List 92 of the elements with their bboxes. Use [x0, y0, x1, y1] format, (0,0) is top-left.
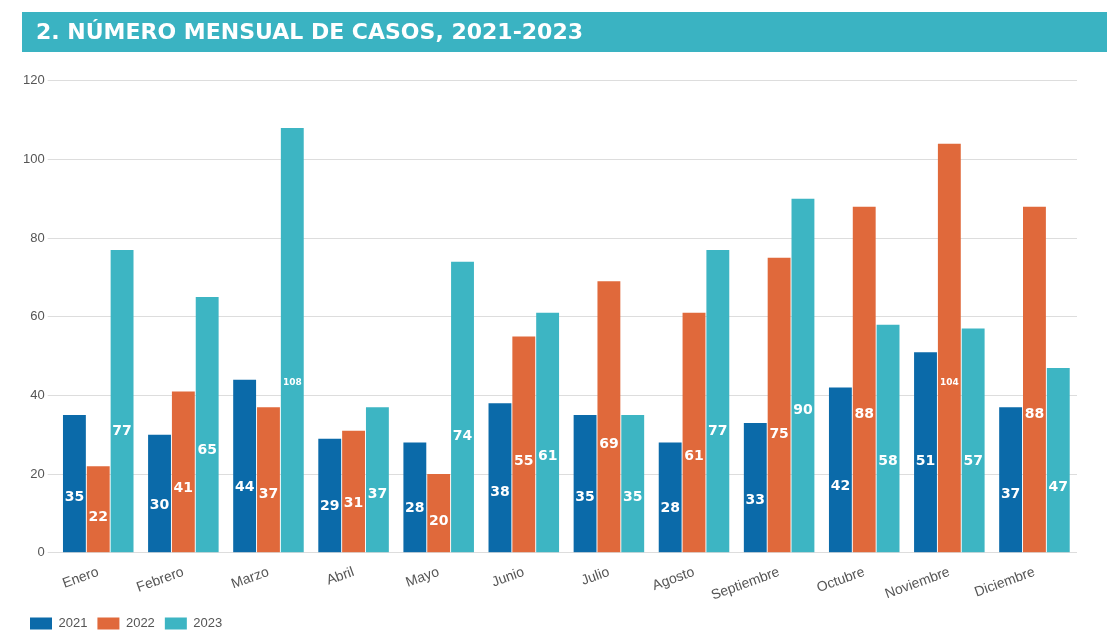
legend-label: 2023 [193, 615, 223, 631]
data-label: 37 [1000, 484, 1021, 501]
chart-title: 2. NÚMERO MENSUAL DE CASOS, 2021-2023 [22, 12, 1107, 52]
bar [597, 281, 621, 553]
y-tick-label: 120 [22, 72, 45, 88]
bar [427, 474, 451, 553]
bar [743, 422, 767, 553]
data-label: 57 [963, 451, 983, 468]
data-label: 108 [282, 376, 302, 387]
bar [658, 442, 682, 553]
legend-label: 2022 [125, 615, 155, 631]
bar [451, 261, 474, 553]
x-tick-label: Enero [60, 562, 101, 591]
y-tick-label: 80 [30, 229, 45, 245]
data-label: 75 [769, 425, 789, 442]
data-label: 20 [428, 511, 449, 528]
x-tick-label: Mayo [403, 562, 442, 590]
data-label: 88 [1024, 404, 1045, 421]
bar [621, 415, 645, 553]
data-label: 61 [537, 447, 558, 464]
data-label: 35 [575, 488, 595, 505]
bar [961, 328, 985, 553]
data-label: 28 [660, 499, 680, 516]
x-tick-label: Agosto [649, 562, 697, 593]
bar [791, 198, 815, 553]
data-label: 90 [793, 401, 813, 418]
data-label: 58 [878, 451, 898, 468]
x-tick-label: Marzo [228, 562, 271, 592]
bar [937, 143, 961, 553]
bar [318, 438, 342, 553]
bar [1046, 367, 1070, 553]
data-label: 41 [173, 478, 194, 495]
data-label: 37 [258, 484, 279, 501]
data-label: 65 [197, 440, 217, 457]
bar [342, 430, 366, 553]
data-label: 31 [343, 494, 364, 511]
data-label: 42 [830, 477, 851, 493]
bar [488, 403, 512, 553]
bar [195, 297, 219, 553]
data-label: 30 [149, 495, 170, 512]
bar [573, 415, 597, 553]
y-tick-label: 40 [30, 387, 45, 402]
data-label: 33 [745, 491, 766, 508]
data-label: 74 [452, 426, 473, 443]
x-tick-label: Junio [489, 562, 527, 590]
data-label: 47 [1048, 477, 1069, 494]
bar [148, 434, 171, 553]
x-tick-label: Julio [578, 562, 612, 588]
y-tick-label: 60 [30, 308, 45, 324]
data-label: 77 [112, 421, 132, 438]
bar [828, 387, 852, 553]
bar [512, 336, 536, 553]
bar [999, 407, 1023, 553]
data-label: 69 [599, 434, 619, 451]
bar [852, 206, 876, 553]
bar [280, 127, 304, 553]
bar [62, 415, 86, 553]
data-label: 51 [915, 451, 936, 468]
data-label: 37 [367, 484, 388, 501]
bar [233, 379, 257, 553]
bar [914, 352, 937, 553]
bar [171, 391, 195, 553]
data-label: 55 [514, 451, 534, 468]
bar [257, 407, 280, 553]
y-tick-label: 20 [30, 465, 45, 481]
x-tick-label: Abril [324, 563, 356, 588]
data-label: 104 [939, 376, 959, 387]
data-label: 29 [320, 497, 340, 514]
bar [876, 324, 900, 553]
data-label: 88 [854, 404, 874, 421]
data-label: 35 [622, 488, 643, 505]
x-tick-label: Octubre [814, 562, 867, 596]
data-label: 44 [234, 477, 255, 494]
bar [682, 312, 706, 553]
bar [403, 442, 427, 553]
x-tick-label: Febrero [134, 562, 186, 595]
data-label: 22 [88, 508, 108, 525]
bar [536, 312, 560, 553]
data-label: 28 [405, 499, 425, 516]
data-label: 38 [490, 483, 510, 500]
data-label: 77 [708, 421, 728, 438]
bar [767, 257, 791, 553]
data-label: 61 [684, 447, 704, 464]
y-tick-label: 100 [22, 151, 45, 167]
bar [365, 407, 389, 553]
bar [706, 249, 730, 553]
y-tick-label: 0 [37, 544, 45, 560]
bar [86, 466, 110, 553]
bar [1023, 206, 1046, 553]
legend-label: 2021 [58, 615, 88, 631]
bar [110, 249, 134, 553]
data-label: 35 [64, 488, 85, 505]
